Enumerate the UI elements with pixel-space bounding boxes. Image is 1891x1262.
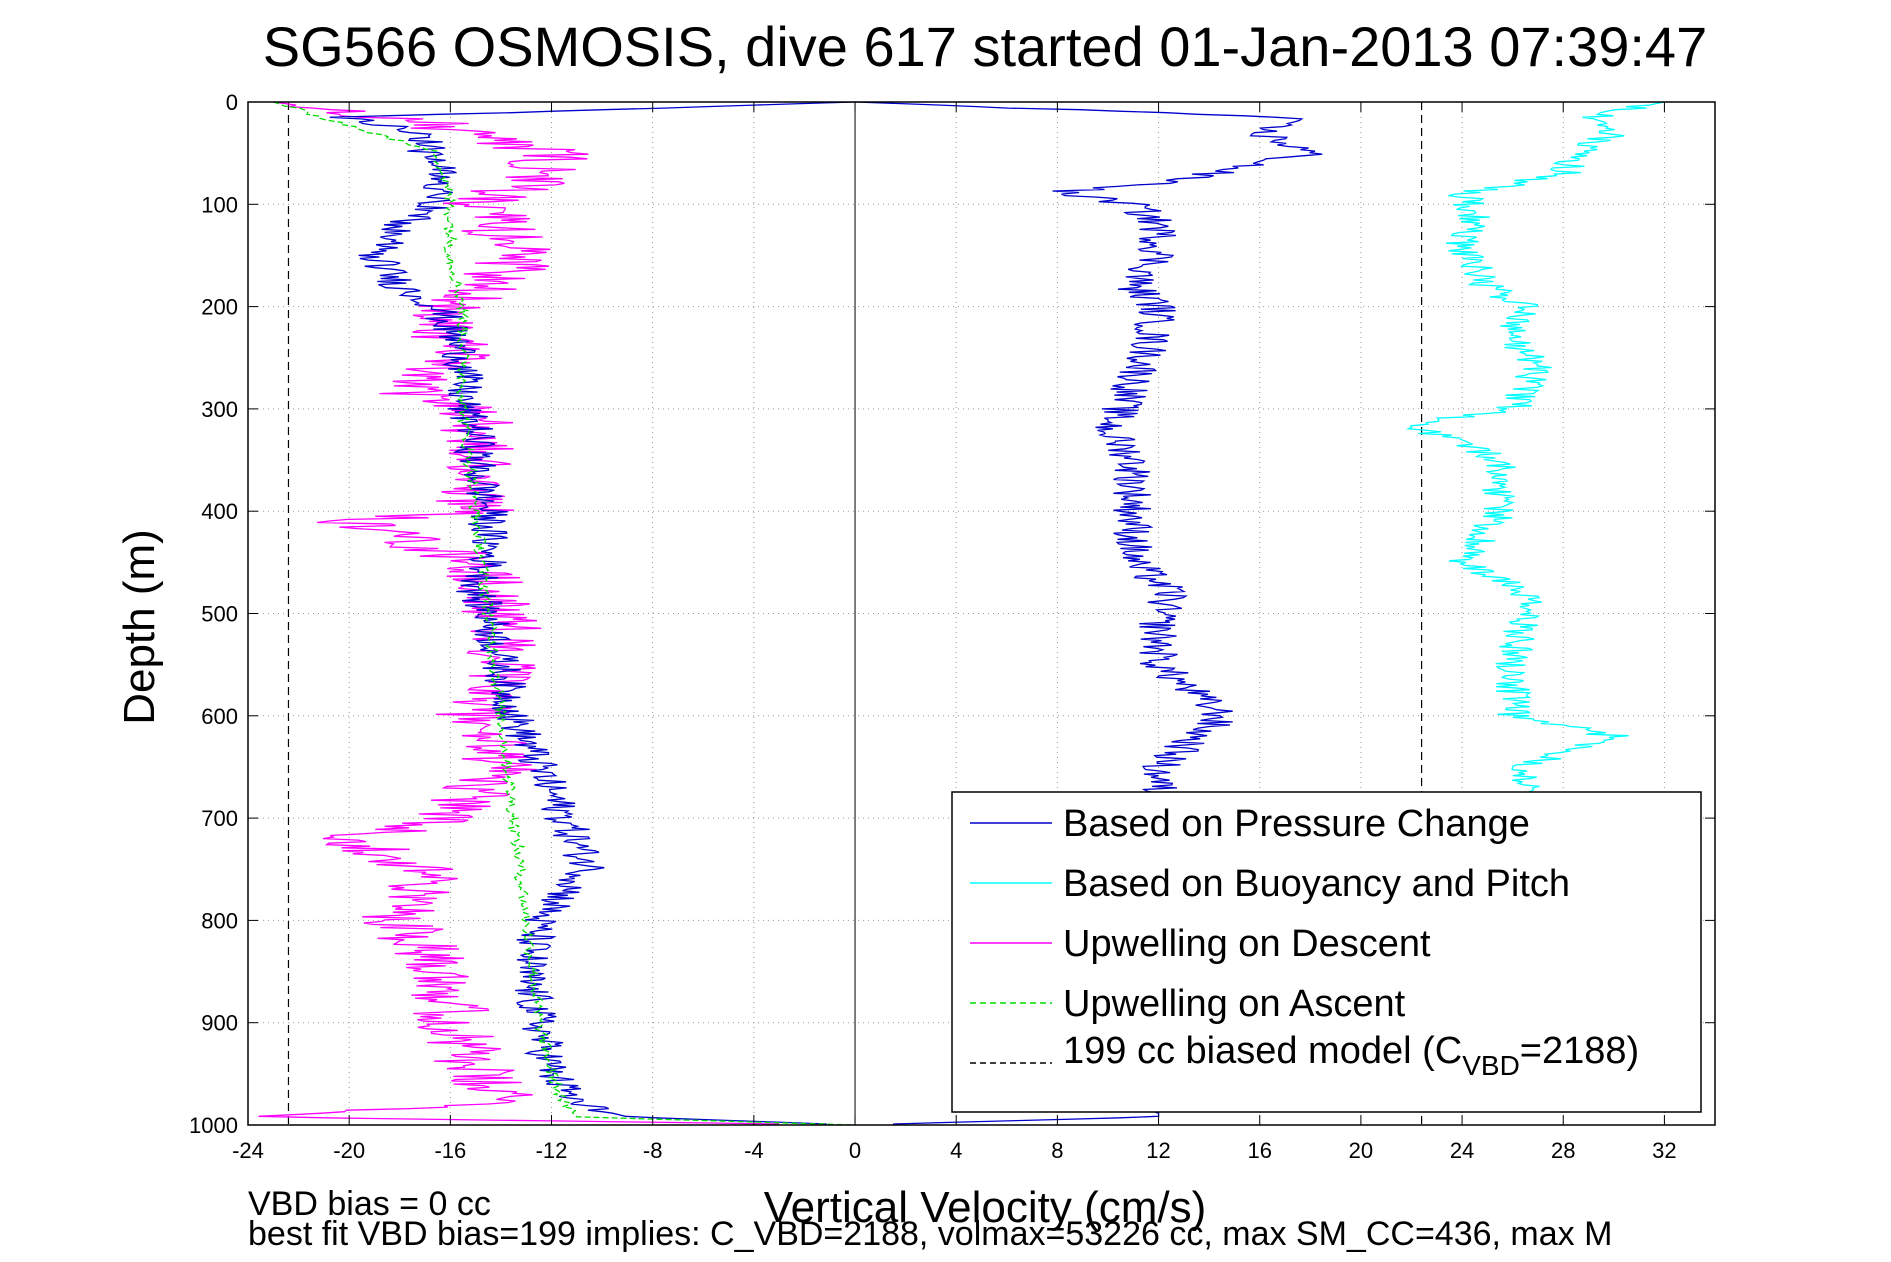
y-tick-label: 1000: [189, 1113, 238, 1138]
x-tick-label: -20: [333, 1138, 365, 1163]
x-tick-label: 0: [849, 1138, 861, 1163]
y-tick-label: 400: [201, 499, 238, 524]
y-tick-label: 300: [201, 397, 238, 422]
best-fit-note: best fit VBD bias=199 implies: C_VBD=218…: [248, 1215, 1612, 1253]
x-axis-label: Vertical Velocity (cm/s): [764, 1183, 1207, 1232]
legend-label-model: 199 cc biased model (CVBD=2188): [1063, 1030, 1639, 1081]
x-tick-label: 12: [1146, 1138, 1170, 1163]
x-tick-labels: -24 -20 -16 -12 -8 -4 0 4 8 12 16 20 24 28 32: [232, 1138, 1677, 1163]
legend-box: [951, 791, 1702, 1113]
x-tick-label: 4: [950, 1138, 962, 1163]
y-tick-label: 500: [201, 602, 238, 627]
x-tick-label: 16: [1247, 1138, 1271, 1163]
x-tick-label: -24: [232, 1138, 264, 1163]
y-tick-label: 900: [201, 1011, 238, 1036]
x-tick-label: -12: [536, 1138, 568, 1163]
y-tick-labels: 0 100 200 300 400 500 600 700 800 900 1000: [189, 90, 238, 1138]
x-tick-label: -4: [744, 1138, 764, 1163]
y-tick-label: 200: [201, 295, 238, 320]
x-tick-label: 20: [1349, 1138, 1373, 1163]
x-tick-label: 32: [1652, 1138, 1676, 1163]
x-tick-label: 24: [1450, 1138, 1474, 1163]
chart-title: SG566 OSMOSIS, dive 617 started 01-Jan-2…: [263, 15, 1707, 78]
y-tick-label: 600: [201, 704, 238, 729]
legend-label-ascent: Upwelling on Ascent: [1063, 983, 1406, 1025]
legend-label-pressure: Based on Pressure Change: [1063, 803, 1530, 845]
series-layer: [258, 101, 1665, 1126]
series-upwelling-ascent: [273, 101, 856, 1126]
x-tick-label: -16: [434, 1138, 466, 1163]
tick-marks: [247, 101, 1715, 1126]
y-tick-label: 700: [201, 806, 238, 831]
legend: Based on Pressure Change Based on Buoyan…: [951, 791, 1702, 1113]
y-tick-label: 0: [226, 90, 238, 115]
vbd-bias-note: VBD bias = 0 cc: [248, 1185, 491, 1223]
y-tick-label: 800: [201, 908, 238, 933]
series-buoyancy-pitch: [1405, 101, 1665, 818]
legend-label-buoyancy: Based on Buoyancy and Pitch: [1063, 863, 1570, 905]
y-tick-label: 100: [201, 192, 238, 217]
x-tick-label: 8: [1051, 1138, 1063, 1163]
x-tick-label: 28: [1551, 1138, 1575, 1163]
x-tick-label: -8: [643, 1138, 663, 1163]
y-axis-label: Depth (m): [115, 529, 164, 725]
legend-label-descent: Upwelling on Descent: [1063, 923, 1431, 965]
